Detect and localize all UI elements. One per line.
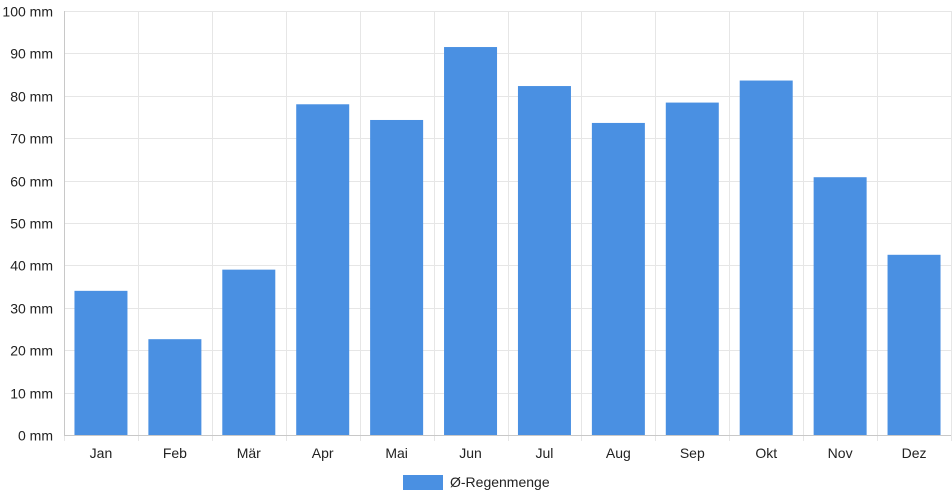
x-tick-labels: Jan Feb Mär Apr Mai Jun Jul Aug Sep Okt Nov Dez (90, 445, 927, 461)
bar-mai[interactable] (370, 119, 424, 435)
bar-aug[interactable] (591, 122, 645, 435)
bar-sep[interactable] (665, 102, 719, 435)
y-tick-label: 70 mm (10, 131, 53, 147)
x-tick-label-okt: Okt (755, 445, 777, 461)
bar-feb[interactable] (148, 339, 202, 435)
x-tick-label-mai: Mai (385, 445, 408, 461)
y-tick-label: 10 mm (10, 386, 53, 402)
bar-mär[interactable] (222, 269, 276, 435)
y-tick-label: 30 mm (10, 301, 53, 317)
x-tick-label-aug: Aug (606, 445, 631, 461)
x-tick-label-nov: Nov (828, 445, 853, 461)
y-tick-label: 60 mm (10, 174, 53, 190)
bar-apr[interactable] (296, 104, 350, 435)
bar-dez[interactable] (887, 254, 941, 435)
y-tick-label: 80 mm (10, 89, 53, 105)
bar-jul[interactable] (517, 86, 571, 436)
y-tick-label: 40 mm (10, 258, 53, 274)
bar-jun[interactable] (444, 47, 498, 435)
y-tick-labels: 0 mm 10 mm 20 mm 30 mm 40 mm 50 mm 60 mm 70 mm 8… (2, 4, 53, 444)
bar-jan[interactable] (74, 290, 128, 435)
legend-label-rainfall[interactable]: Ø-Regenmenge (450, 474, 550, 490)
x-tick-label-apr: Apr (312, 445, 334, 461)
x-tick-label-jul: Jul (536, 445, 554, 461)
y-tick-label: 0 mm (18, 428, 53, 444)
y-tick-label: 20 mm (10, 343, 53, 359)
y-tick-label: 90 mm (10, 46, 53, 62)
bars (74, 47, 941, 436)
legend[interactable]: Ø-Regenmenge (403, 474, 550, 490)
axes (64, 11, 951, 436)
bar-okt[interactable] (739, 80, 793, 435)
x-tick-label-sep: Sep (680, 445, 705, 461)
legend-swatch[interactable] (403, 475, 443, 490)
x-tick-label-dez: Dez (902, 445, 927, 461)
x-tick-label-mär: Mär (237, 445, 261, 461)
y-tick-label: 100 mm (2, 4, 53, 20)
y-tick-label: 50 mm (10, 216, 53, 232)
bar-nov[interactable] (813, 177, 867, 435)
x-tick-label-feb: Feb (163, 445, 187, 461)
x-tick-label-jun: Jun (459, 445, 482, 461)
x-tick-label-jan: Jan (90, 445, 113, 461)
